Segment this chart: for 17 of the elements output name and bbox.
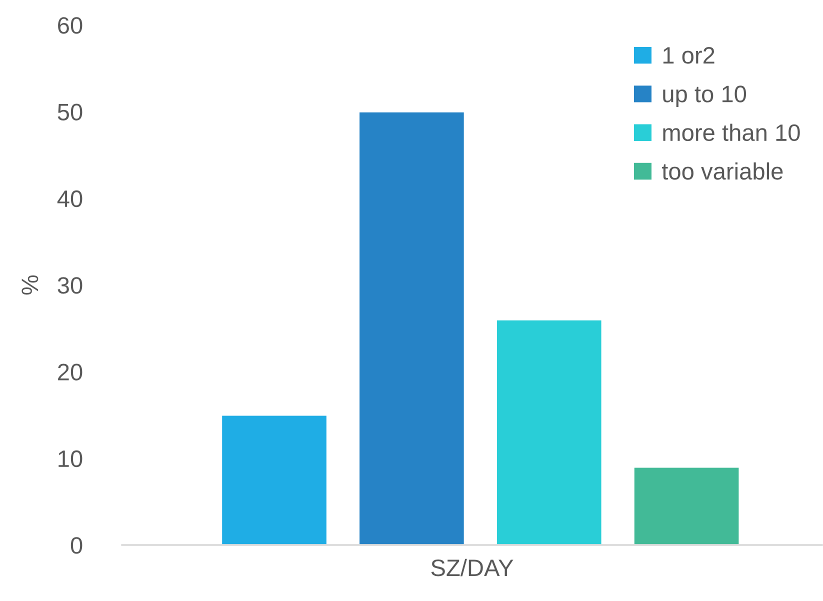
y-tick-label: 40 xyxy=(57,190,82,208)
y-tick-label: 30 xyxy=(58,277,82,294)
y-tick-label: 0 xyxy=(70,537,82,554)
y-tick-label: 20 xyxy=(58,364,82,380)
bar xyxy=(358,110,466,545)
bar xyxy=(220,414,328,545)
y-tick-label: 60 xyxy=(58,17,82,34)
y-tick-label: 50 xyxy=(58,104,82,120)
y-axis-title: % xyxy=(22,275,38,295)
legend-label: too variable xyxy=(662,162,783,180)
x-tick-label: SZ/DAY xyxy=(431,558,514,576)
legend-label: 1 or2 xyxy=(663,47,714,64)
y-tick-label: 10 xyxy=(58,450,82,468)
bar xyxy=(496,318,603,545)
bar xyxy=(632,466,740,545)
legend-label: up to 10 xyxy=(663,86,746,108)
legend-label: more than 10 xyxy=(663,124,800,142)
